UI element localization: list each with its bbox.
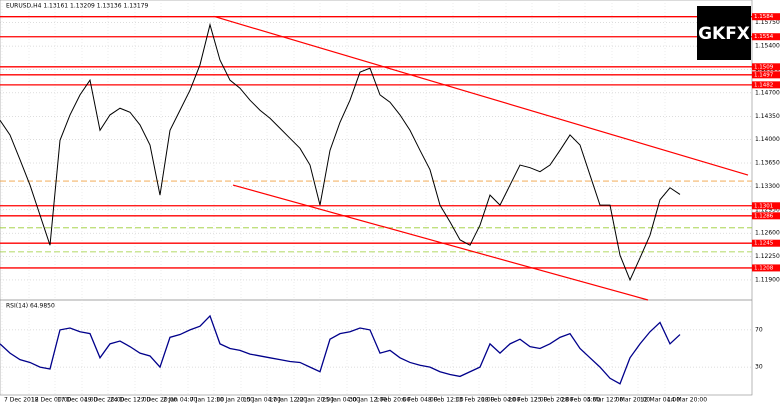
y-tick-label: 1.12950: [755, 206, 780, 213]
x-tick-label: 24 Dec 12:00: [110, 397, 151, 404]
x-tick-label: 17 Jan 12:00: [269, 397, 307, 404]
x-tick-label: 27 Dec 20:00: [137, 397, 178, 404]
level-label: 1.1554: [754, 34, 774, 40]
series-line: [0, 22, 681, 282]
trendline: [232, 184, 649, 301]
level-label: 1.1497: [754, 72, 774, 78]
x-tick-label: 6 Feb 04:00: [402, 397, 438, 404]
x-tick-label: 13 Feb 20:00: [455, 397, 495, 404]
level-box: [752, 13, 780, 21]
y-tick-label: 1.14000: [755, 136, 780, 143]
level-box: [752, 81, 780, 89]
x-tick-label: 2 Jan 04:00: [163, 397, 197, 404]
y-tick-label: 1.15400: [755, 43, 780, 50]
x-tick-label: 22 Jan 20:00: [296, 397, 334, 404]
x-tick-label: 28 Feb 04:00: [561, 397, 601, 404]
x-tick-label: 30 Jan 12:00: [349, 397, 387, 404]
trendline: [214, 16, 749, 176]
x-tick-label: 17 Dec 04:00: [57, 397, 98, 404]
x-tick-label: 12 Mar 04:00: [640, 397, 680, 404]
y-tick-label: 1.15750: [755, 19, 780, 26]
y-tick-label: 1.13650: [755, 160, 780, 167]
level-label: 1.1509: [754, 64, 774, 70]
x-tick-label: 19 Dec 20:00: [84, 397, 125, 404]
plot-frame: [0, 0, 753, 396]
x-tick-label: 20 Feb 12:00: [508, 397, 548, 404]
x-tick-label: 14 Mar 20:00: [667, 397, 707, 404]
level-label: 1.1286: [754, 213, 774, 219]
y-tick-label: 1.14350: [755, 113, 780, 120]
y-tick-label: 1.14700: [755, 89, 780, 96]
x-tick-label: 7 Dec 2018: [4, 397, 39, 404]
logo-box: [697, 6, 751, 60]
rsi-title: RSI(14) 64.9850: [6, 303, 55, 310]
level-box: [752, 63, 780, 71]
logo: GKFX: [698, 24, 750, 44]
level-label: 1.1584: [754, 14, 774, 20]
x-tick-label: 25 Feb 20:00: [534, 397, 574, 404]
y-tick-label: 1.11900: [755, 276, 780, 283]
x-tick-label: 7 Jan 12:00: [190, 397, 224, 404]
x-tick-label: 10 Jan 20:00: [216, 397, 254, 404]
x-tick-label: 12 Dec 00:00: [31, 397, 72, 404]
x-tick-label: 8 Feb 12:00: [428, 397, 464, 404]
x-tick-label: 5 Mar 12:00: [587, 397, 623, 404]
level-box: [752, 71, 780, 79]
y-tick-label: 30: [755, 364, 763, 371]
x-tick-label: 1 Feb 20:00: [375, 397, 411, 404]
chart-title: EURUSD,H4 1.13161 1.13209 1.13136 1.1317…: [6, 3, 148, 10]
level-label: 1.1208: [754, 265, 774, 271]
level-box: [752, 202, 780, 210]
y-tick-label: 1.12600: [755, 230, 780, 237]
x-tick-label: 25 Jan 04:00: [322, 397, 360, 404]
x-tick-label: 15 Jan 04:00: [243, 397, 281, 404]
y-tick-label: 1.12250: [755, 253, 780, 260]
level-box: [752, 239, 780, 247]
level-box: [752, 264, 780, 272]
level-label: 1.1301: [754, 203, 773, 209]
level-label: 1.1482: [754, 82, 773, 88]
y-tick-label: 70: [755, 326, 763, 333]
x-tick-label: 18 Feb 04:00: [481, 397, 521, 404]
level-label: 1.1245: [754, 241, 774, 247]
x-tick-label: 7 Mar 20:00: [614, 397, 650, 404]
level-box: [752, 33, 780, 41]
series-line: [0, 314, 681, 385]
y-tick-label: 1.13300: [755, 183, 780, 190]
level-box: [752, 212, 780, 220]
